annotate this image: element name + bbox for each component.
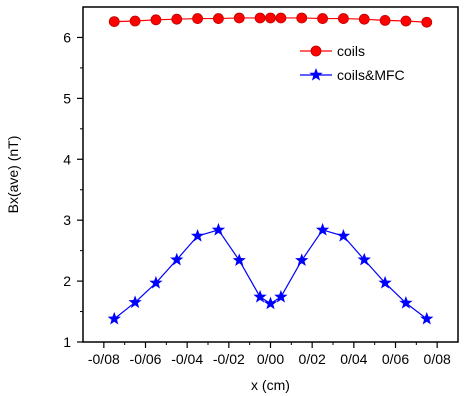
x-tick-label: -0/02	[213, 351, 245, 367]
data-point	[315, 222, 330, 236]
data-point	[192, 13, 203, 24]
x-tick-label: 0/06	[382, 351, 409, 367]
data-point	[232, 253, 246, 267]
data-point	[265, 12, 276, 24]
series-1	[107, 222, 434, 325]
data-point	[421, 16, 433, 28]
legend-label-coils: coils	[337, 43, 365, 59]
data-point	[378, 275, 392, 289]
series-0	[108, 12, 433, 28]
data-point	[317, 13, 328, 24]
data-point	[400, 15, 412, 27]
y-tick-label: 1	[63, 334, 71, 350]
data-point	[211, 222, 226, 236]
series-layer	[107, 12, 434, 325]
data-point	[296, 12, 308, 24]
y-tick-label: 4	[63, 151, 71, 167]
y-axis-title: Bx(ave) (nT)	[5, 136, 21, 214]
data-point	[171, 13, 183, 25]
legend-label-coils-mfc: coils&MFC	[337, 67, 405, 83]
legend: coils coils&MFC	[300, 43, 405, 83]
y-tick-label: 6	[63, 29, 71, 45]
x-tick-label: 0/04	[340, 351, 367, 367]
data-point	[253, 289, 267, 303]
data-point	[379, 14, 391, 26]
x-tick-label: -0/04	[171, 351, 203, 367]
data-point	[150, 14, 162, 26]
plot-frame	[82, 6, 459, 343]
data-point	[420, 311, 434, 325]
data-point	[128, 295, 142, 309]
x-tick-label: -0/06	[130, 351, 162, 367]
data-point	[399, 296, 413, 309]
legend-marker	[310, 45, 322, 57]
y-tick-label: 3	[63, 212, 71, 228]
legend-marker	[309, 68, 323, 81]
data-point	[295, 253, 309, 267]
data-point	[129, 15, 141, 27]
data-point	[149, 275, 163, 289]
x-tick-label: 0/08	[424, 351, 451, 367]
data-point	[233, 12, 245, 24]
data-point	[108, 16, 120, 28]
data-point	[338, 13, 349, 24]
data-point	[213, 13, 224, 24]
data-point	[358, 13, 370, 25]
x-tick-label: 0/00	[257, 351, 284, 367]
data-point	[254, 12, 266, 24]
data-point	[170, 252, 184, 266]
data-point	[357, 252, 371, 266]
data-point	[190, 229, 205, 242]
y-tick-label: 2	[63, 273, 71, 289]
data-point	[274, 289, 288, 303]
data-point	[275, 12, 287, 24]
data-point	[336, 229, 351, 242]
x-tick-label: 0/02	[299, 351, 326, 367]
y-tick-label: 5	[63, 90, 71, 106]
x-tick-label: -0/08	[88, 351, 120, 367]
data-point	[263, 296, 278, 310]
x-axis-title: x (cm)	[251, 377, 290, 393]
data-point	[107, 311, 121, 325]
tick-labels: -0/08 -0/06 -0/04 -0/02 0/00 0/02 0/04 0/06 0/08…	[63, 29, 451, 367]
